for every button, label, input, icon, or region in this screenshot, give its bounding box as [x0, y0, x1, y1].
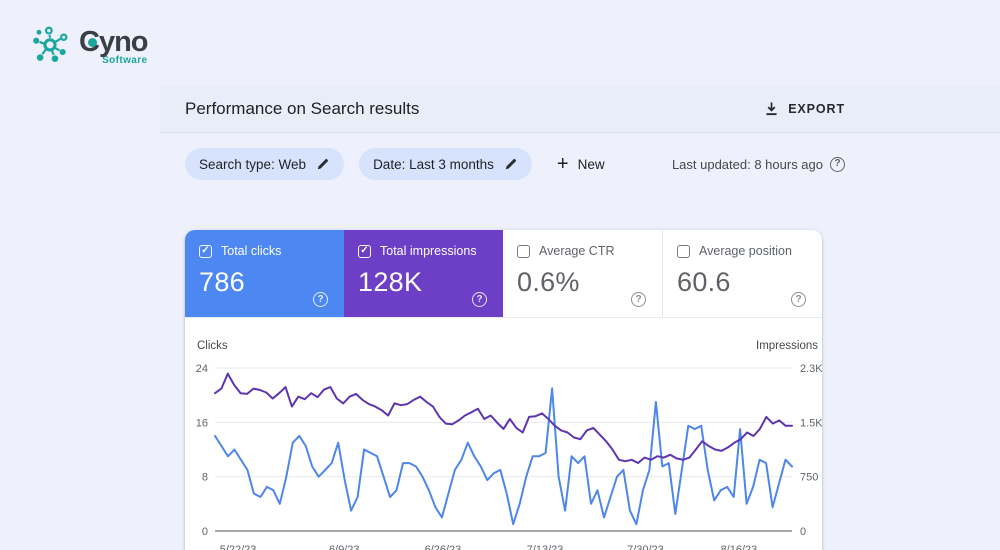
checkbox-unchecked-icon[interactable]: ✓ — [677, 244, 690, 258]
panel-header: Performance on Search results EXPORT — [160, 85, 1000, 133]
last-updated-status: Last updated: 8 hours ago ? — [671, 156, 845, 172]
filter-chip-date[interactable]: Date: Last 3 months — [359, 148, 532, 180]
x-axis-date-label: 8/16/23 — [721, 544, 758, 550]
performance-panel: Performance on Search results EXPORT Sea… — [160, 85, 1000, 550]
last-updated-text: Last updated: 8 hours ago — [671, 156, 823, 172]
add-filter-label: New — [577, 156, 605, 172]
x-axis-date-label: 6/9/23 — [329, 544, 360, 550]
left-axis-tick: 0 — [202, 526, 208, 538]
left-axis-tick: 8 — [202, 472, 208, 484]
metric-tiles-row: ✓ Total clicks 786 ? ✓ Total impressions… — [185, 230, 822, 318]
x-axis-date-label: 6/26/23 — [425, 544, 462, 550]
help-icon[interactable]: ? — [791, 292, 806, 307]
metric-label: Average position — [699, 244, 792, 258]
filter-chip-search-type-label: Search type: Web — [199, 156, 307, 172]
edit-pencil-icon — [317, 158, 329, 170]
help-icon[interactable]: ? — [313, 292, 328, 307]
help-icon[interactable]: ? — [472, 292, 487, 307]
performance-line-chart: 24 2.3K 16 1.5K 8 750 0 0 Clicks Impressions 5/22/… — [196, 340, 822, 550]
brand-subtitle: Software — [102, 55, 148, 66]
left-axis-tick: 16 — [196, 417, 208, 429]
filter-chip-search-type[interactable]: Search type: Web — [185, 148, 345, 180]
metric-tile-average-ctr[interactable]: ✓ Average CTR 0.6% ? — [503, 230, 662, 317]
left-axis-tick: 24 — [196, 363, 208, 375]
brand-network-icon — [33, 26, 68, 62]
edit-pencil-icon — [505, 158, 516, 170]
right-axis-tick: 2.3K — [800, 363, 822, 375]
brand-logo: Cyno Software — [28, 24, 148, 68]
brand-dot-icon — [88, 38, 97, 47]
checkbox-unchecked-icon[interactable]: ✓ — [517, 244, 530, 258]
export-button[interactable]: EXPORT — [764, 85, 845, 133]
metric-value: 60.6 — [677, 267, 731, 297]
x-axis-date-label: 7/13/23 — [527, 544, 564, 550]
metric-label: Average CTR — [539, 244, 615, 258]
metric-label: Total clicks — [221, 244, 282, 258]
right-axis-tick: 1.5K — [800, 417, 822, 429]
total-impressions-line — [214, 372, 793, 464]
metric-tile-total-impressions[interactable]: ✓ Total impressions 128K ? — [344, 230, 503, 317]
checkbox-checked-icon[interactable]: ✓ — [199, 244, 212, 258]
add-filter-button[interactable]: + New — [557, 154, 605, 174]
x-axis-date-label: 5/22/23 — [220, 544, 257, 550]
filter-chip-date-label: Date: Last 3 months — [373, 156, 494, 172]
page-title: Performance on Search results — [185, 98, 420, 118]
export-label: EXPORT — [788, 102, 845, 116]
metric-value: 786 — [199, 267, 245, 297]
right-axis-tick: 0 — [800, 526, 806, 538]
metric-tile-total-clicks[interactable]: ✓ Total clicks 786 ? — [185, 230, 344, 317]
download-icon — [766, 102, 777, 116]
metric-value: 0.6% — [517, 267, 580, 297]
plus-icon: + — [556, 153, 569, 175]
x-axis-date-label: 7/30/23 — [627, 544, 664, 550]
metric-tile-average-position[interactable]: ✓ Average position 60.6 ? — [662, 230, 822, 317]
help-icon[interactable]: ? — [631, 292, 646, 307]
brand-wordmark: Cyno Software — [79, 24, 148, 67]
checkbox-checked-icon[interactable]: ✓ — [358, 244, 371, 258]
help-icon[interactable]: ? — [830, 156, 845, 172]
filters-bar: Search type: Web Date: Last 3 months + N… — [185, 148, 845, 180]
metric-label: Total impressions — [380, 244, 477, 258]
metric-value: 128K — [358, 267, 423, 297]
total-clicks-line — [214, 387, 793, 526]
left-axis-title: Clicks — [197, 340, 228, 352]
performance-card: ✓ Total clicks 786 ? ✓ Total impressions… — [185, 230, 822, 550]
right-axis-tick: 750 — [800, 472, 818, 484]
right-axis-title: Impressions — [756, 340, 818, 352]
